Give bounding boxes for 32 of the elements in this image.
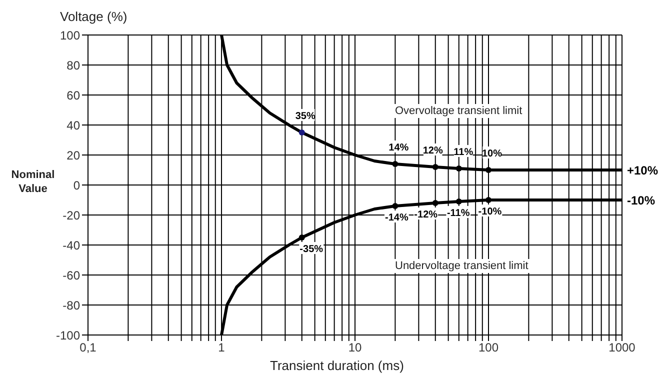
data-label: -14%	[384, 212, 408, 224]
x-axis-title: Transient duration (ms)	[270, 358, 404, 373]
annotation: +10%	[627, 163, 658, 178]
y-tick-label: -100	[56, 328, 80, 342]
y-tick-label: 0	[73, 178, 80, 192]
x-tick-label: 1	[218, 340, 226, 355]
annotation: -10%	[627, 193, 656, 208]
data-label: -10%	[478, 206, 502, 218]
x-tick-label: 10	[348, 340, 362, 355]
note: Nominal Value	[10, 168, 56, 196]
x-tick-label: 100	[478, 340, 499, 355]
y-axis-title: Voltage (%)	[60, 9, 128, 24]
y-tick-label: -40	[62, 238, 80, 252]
y-tick-label: 100	[60, 28, 80, 42]
y-tick-label: -60	[62, 268, 80, 282]
y-tick-label: 40	[66, 118, 80, 132]
note: Overvoltage transient limit	[393, 104, 524, 118]
data-label: 11%	[454, 146, 474, 158]
x-tick-label: 1000	[608, 340, 636, 355]
y-tick-label: 60	[66, 88, 80, 102]
data-label: 10%	[482, 148, 502, 160]
data-label: 12%	[422, 145, 443, 156]
y-tick-label: -80	[62, 298, 80, 312]
note: Undervoltage transient limit	[393, 259, 530, 273]
data-label: -35%	[300, 244, 324, 255]
y-tick-label: -20	[62, 208, 80, 222]
x-tick-label: 0,1	[80, 340, 97, 355]
y-tick-label: 20	[66, 148, 80, 162]
y-tick-label: 80	[66, 58, 80, 72]
data-label: -11%	[446, 208, 470, 219]
data-label: 14%	[388, 142, 409, 154]
data-label: -12%	[414, 209, 438, 220]
